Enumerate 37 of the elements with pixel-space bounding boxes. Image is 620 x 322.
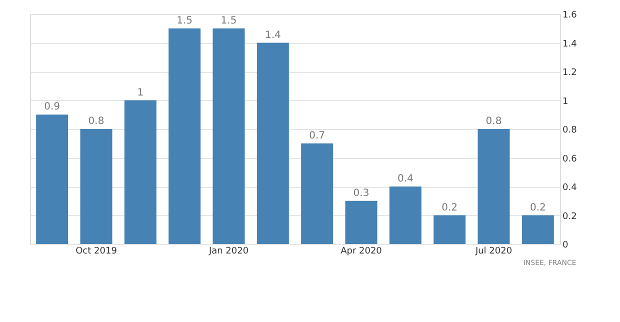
bar <box>80 129 112 244</box>
bar <box>301 143 334 244</box>
bar <box>124 100 156 244</box>
data-label: 0.4 <box>397 174 414 184</box>
bar <box>36 114 68 244</box>
bar <box>168 28 201 244</box>
bar <box>345 200 378 244</box>
y-tick-label: 0.4 <box>562 183 578 193</box>
data-label: 0.9 <box>44 102 60 113</box>
y-tick-label: 0.2 <box>562 212 577 222</box>
bar <box>478 129 510 244</box>
x-tick-label: Jan 2020 <box>208 246 249 256</box>
bar <box>522 215 554 244</box>
y-tick-label: 1.2 <box>562 68 577 78</box>
x-tick-label: Oct 2019 <box>76 246 118 256</box>
data-label: 1.4 <box>264 30 281 41</box>
y-tick-label: 0 <box>562 240 568 250</box>
bar <box>434 215 466 244</box>
data-label: 1.5 <box>176 15 193 26</box>
y-tick-label: 1 <box>562 96 568 107</box>
data-label: 0.8 <box>486 116 502 127</box>
y-tick-label: 1.4 <box>562 39 578 50</box>
bar <box>256 42 289 244</box>
data-label: 1.5 <box>220 15 237 26</box>
data-label: 0.7 <box>309 130 326 142</box>
y-tick-label: 0.6 <box>562 154 578 164</box>
y-tick-label: 1.6 <box>562 10 578 20</box>
bar <box>212 28 245 244</box>
data-label: 0.3 <box>353 188 370 199</box>
data-label: 0.8 <box>88 116 104 127</box>
x-tick-label: Apr 2020 <box>340 246 382 256</box>
x-tick-label: Jul 2020 <box>474 246 512 256</box>
y-tick-label: 0.8 <box>562 126 578 136</box>
data-label: 0.2 <box>442 202 458 214</box>
bar <box>389 186 422 244</box>
data-label: 1 <box>137 87 144 98</box>
data-label: 0.2 <box>530 202 546 214</box>
